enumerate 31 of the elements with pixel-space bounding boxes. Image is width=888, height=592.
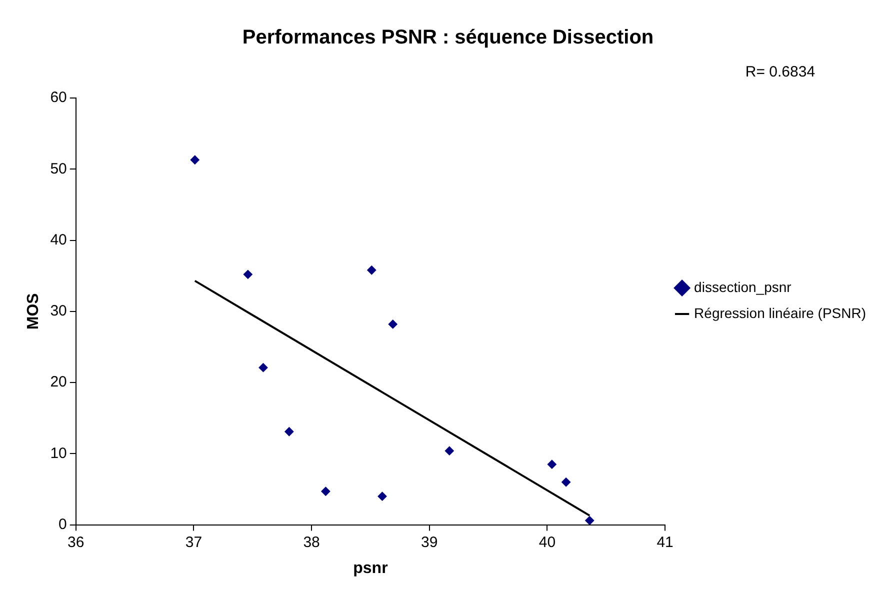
legend-label: dissection_psnr [694,278,792,295]
point [190,155,200,164]
point [367,266,376,275]
point [243,270,252,279]
point [585,516,594,525]
y-tick-label: 60 [50,89,67,106]
y-axis-title: MOS [25,292,42,330]
point [321,486,330,496]
point [547,460,556,469]
x-tick-label: 39 [421,534,438,551]
legend-label: Régression linéaire (PSNR) [694,304,866,321]
chart-title: Performances PSNR : séquence Dissection [242,26,654,49]
point [258,363,268,372]
x-tick-label: 38 [303,534,320,551]
x-tick-label: 37 [185,534,202,551]
y-tick-label: 50 [50,160,67,178]
x-axis-title: psnr [353,560,388,577]
y-tick-label: 30 [50,302,67,320]
x-tick-label: 41 [656,534,674,551]
point [444,446,454,456]
point [284,427,294,436]
y-tick-label: 0 [58,516,67,533]
point [378,492,387,501]
point [562,478,571,487]
x-tick-label: 36 [68,534,84,551]
x-tick-label: 40 [538,534,556,551]
text: R= 0.6834 [745,64,816,81]
y-tick-label: 20 [50,374,67,391]
y-tick-label: 40 [50,231,67,248]
y-tick-label: 10 [50,444,67,462]
point [388,320,398,329]
